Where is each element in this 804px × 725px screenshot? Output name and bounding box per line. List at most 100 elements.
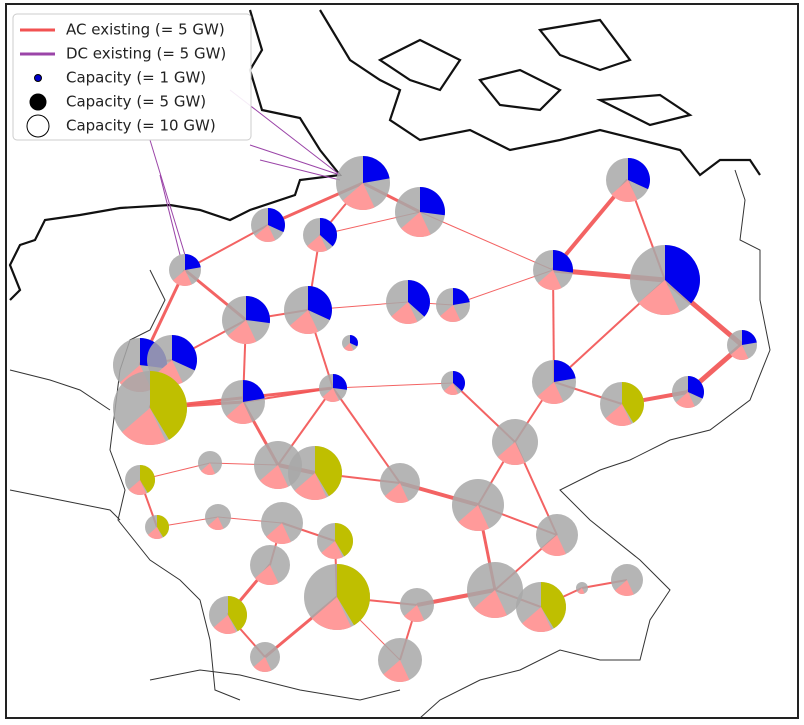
capacity-wedge xyxy=(335,523,354,557)
capacity-wedge xyxy=(140,465,156,493)
capacity-wedge xyxy=(537,270,562,291)
capacity-wedge xyxy=(337,564,371,626)
dc-link xyxy=(249,144,341,176)
capacity-wedge xyxy=(172,335,197,371)
capacity-wedge xyxy=(350,335,358,347)
coast-island xyxy=(377,38,462,92)
legend-label: Capacity (= 5 GW) xyxy=(66,93,206,111)
capacity-wedge xyxy=(254,565,279,585)
capacity-wedge xyxy=(384,483,409,503)
capacity-wedge xyxy=(391,302,418,324)
capacity-wedge xyxy=(268,208,285,233)
capacity-wedge xyxy=(404,605,425,622)
legend-box xyxy=(12,13,252,141)
capacity-wedge xyxy=(266,523,291,545)
capacity-wedge xyxy=(343,343,354,351)
legend-label: AC existing (= 5 GW) xyxy=(66,21,225,39)
capacity-wedge xyxy=(541,535,566,556)
capacity-wedge xyxy=(614,580,634,596)
capacity-wedge xyxy=(255,225,276,243)
capacity-wedge xyxy=(408,280,431,317)
ac-link xyxy=(332,382,454,389)
capacity-wedge xyxy=(443,383,459,396)
capacity-wedge xyxy=(363,156,390,183)
legend-label: Capacity (= 1 GW) xyxy=(66,69,206,87)
capacity-wedge xyxy=(289,310,319,334)
capacity-wedge xyxy=(321,541,343,559)
coast-island xyxy=(478,68,562,112)
capacity-wedge xyxy=(294,473,327,500)
capacity-wedge xyxy=(577,588,585,595)
capacity-wedge xyxy=(553,250,574,273)
capacity-wedge xyxy=(253,657,272,673)
capacity-wedge xyxy=(147,527,163,540)
capacity-wedge xyxy=(227,320,257,344)
capacity-wedge xyxy=(333,374,347,390)
borders xyxy=(9,169,771,719)
capacity-wedge xyxy=(453,288,470,305)
capacity-wedge xyxy=(675,392,695,408)
legend-label: DC existing (= 5 GW) xyxy=(66,45,226,63)
network-nodes xyxy=(113,156,757,683)
legend-swatch xyxy=(26,114,50,138)
capacity-wedge xyxy=(622,382,645,423)
capacity-wedge xyxy=(458,505,490,531)
capacity-wedge xyxy=(440,305,461,322)
border-benelux xyxy=(9,369,111,411)
capacity-wedge xyxy=(312,597,352,630)
capacity-wedge xyxy=(605,404,632,426)
capacity-wedge xyxy=(226,402,253,424)
capacity-wedge xyxy=(383,660,410,683)
capacity-wedge xyxy=(308,286,332,320)
capacity-wedge xyxy=(342,183,375,210)
capacity-wedge xyxy=(688,376,704,399)
coastlines xyxy=(8,9,761,301)
capacity-wedge xyxy=(541,582,566,629)
coast-island xyxy=(537,18,632,72)
legend-swatch xyxy=(34,74,42,82)
capacity-wedge xyxy=(150,371,187,440)
capacity-wedge xyxy=(473,590,507,618)
capacity-wedge xyxy=(638,280,680,315)
capacity-wedge xyxy=(121,408,166,445)
border-west xyxy=(109,269,241,701)
capacity-wedge xyxy=(453,371,465,391)
capacity-wedge xyxy=(307,235,328,252)
capacity-wedge xyxy=(730,345,749,361)
legend-label: Capacity (= 10 GW) xyxy=(66,117,216,135)
legend-swatch xyxy=(29,93,47,111)
dc-link xyxy=(259,159,341,181)
capacity-wedge xyxy=(213,615,237,634)
capacity-wedge xyxy=(665,245,700,304)
capacity-wedge xyxy=(128,480,147,496)
capacity-wedge xyxy=(420,187,445,216)
capacity-wedge xyxy=(628,158,650,190)
border-east xyxy=(419,169,771,719)
border-france xyxy=(9,489,121,521)
border-alps xyxy=(149,669,401,701)
capacity-wedge xyxy=(522,607,552,632)
coast-north-sea xyxy=(8,9,343,301)
legend: AC existing (= 5 GW) DC existing (= 5 GW)… xyxy=(12,13,252,141)
capacity-wedge xyxy=(497,442,525,465)
dc-link xyxy=(159,174,181,256)
coast-island xyxy=(595,93,693,127)
capacity-wedge xyxy=(243,380,265,402)
capacity-wedge xyxy=(537,382,564,404)
capacity-wedge xyxy=(611,180,638,202)
capacity-wedge xyxy=(208,517,224,530)
capacity-wedge xyxy=(172,270,192,286)
coast-baltic xyxy=(319,9,761,177)
capacity-wedge xyxy=(246,296,270,324)
capacity-wedge xyxy=(401,212,431,238)
capacity-wedge xyxy=(259,465,289,490)
capacity-wedge xyxy=(228,596,248,632)
capacity-wedge xyxy=(320,218,337,247)
dc-link xyxy=(149,139,186,256)
capacity-wedge xyxy=(185,254,201,270)
capacity-wedge xyxy=(554,360,576,382)
capacity-wedge xyxy=(742,330,757,345)
capacity-wedge xyxy=(322,388,339,403)
capacity-wedge xyxy=(157,515,169,538)
